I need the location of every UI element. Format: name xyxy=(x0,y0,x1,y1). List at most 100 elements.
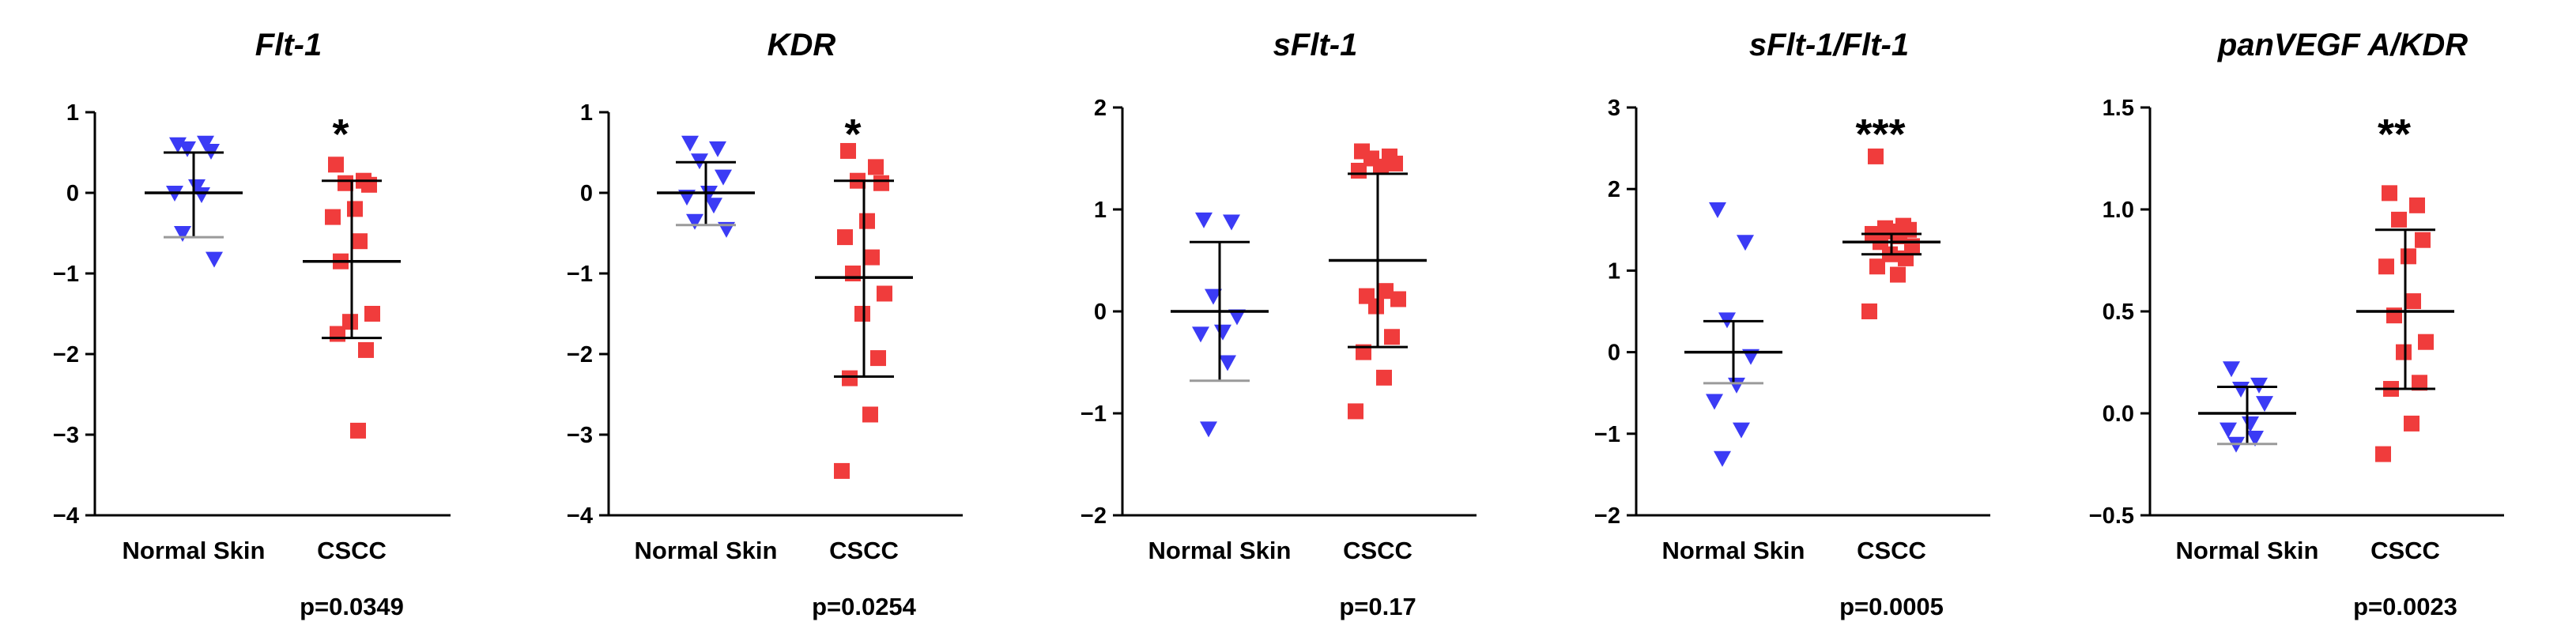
data-point-cscc xyxy=(325,209,341,225)
data-point-cscc xyxy=(2415,232,2431,248)
data-point-cscc xyxy=(1868,148,1884,164)
data-point-cscc xyxy=(361,176,377,193)
p-value-label: p=0.17 xyxy=(1339,593,1416,620)
data-point-normal-skin xyxy=(169,137,187,153)
p-value-label: p=0.0254 xyxy=(812,593,917,620)
y-tick-label: 0 xyxy=(1094,300,1107,325)
y-tick-label: 0.5 xyxy=(2103,300,2134,325)
data-point-normal-skin xyxy=(1192,326,1209,343)
data-point-normal-skin xyxy=(2242,416,2259,432)
data-point-normal-skin xyxy=(1728,377,1745,394)
y-tick-label: −3 xyxy=(53,423,79,448)
chart-panel-4: sFlt-1/Flt-1 3 2 1 0 −1 −2 Normal Skin CSCC p=0.0… xyxy=(1594,28,1990,620)
data-point-cscc xyxy=(1351,162,1367,179)
y-tick-label: −4 xyxy=(53,503,79,529)
data-point-cscc xyxy=(864,249,880,266)
data-point-cscc xyxy=(1373,158,1389,175)
chart-title: KDR xyxy=(768,28,836,62)
y-tick-label: −1 xyxy=(1594,422,1620,447)
y-tick-label: −2 xyxy=(1594,503,1620,529)
data-point-cscc xyxy=(1348,403,1363,420)
y-tick-label: 2 xyxy=(1094,96,1107,121)
data-point-cscc xyxy=(859,213,875,229)
data-point-cscc xyxy=(2412,375,2427,391)
data-point-cscc xyxy=(837,229,853,246)
y-tick-label: −2 xyxy=(53,342,79,368)
data-point-normal-skin xyxy=(1214,324,1231,341)
data-point-cscc xyxy=(868,159,884,175)
data-point-cscc xyxy=(1376,369,1392,386)
chart-panel-3: sFlt-1 2 1 0 −1 −2 Normal Skin CSCC p=0.17 xyxy=(1081,28,1477,620)
data-point-cscc xyxy=(352,233,368,250)
data-point-cscc xyxy=(1891,228,1907,245)
data-point-cscc xyxy=(328,156,344,173)
y-tick-label: 1 xyxy=(66,100,79,126)
p-value-label: p=0.0023 xyxy=(2353,593,2457,620)
data-point-cscc xyxy=(1384,329,1400,345)
data-point-cscc xyxy=(840,142,856,159)
data-point-cscc xyxy=(1368,298,1384,315)
data-point-cscc xyxy=(1898,250,1914,266)
x-category-label: Normal Skin xyxy=(1148,537,1292,564)
y-tick-label: −0.5 xyxy=(2089,503,2134,529)
data-point-normal-skin xyxy=(197,135,214,152)
data-point-cscc xyxy=(2401,248,2416,265)
data-point-cscc xyxy=(2382,185,2397,202)
y-tick-label: 3 xyxy=(1608,96,1620,121)
x-category-label: CSCC xyxy=(1857,537,1926,564)
x-category-label: Normal Skin xyxy=(2176,537,2319,564)
data-point-cscc xyxy=(845,266,861,281)
data-point-normal-skin xyxy=(179,141,196,157)
data-point-normal-skin xyxy=(1205,288,1222,305)
data-point-normal-skin xyxy=(681,135,699,152)
data-point-normal-skin xyxy=(1228,309,1246,326)
data-point-cscc xyxy=(862,406,878,423)
y-tick-label: 0 xyxy=(66,181,79,206)
data-point-cscc xyxy=(1890,266,1906,283)
data-point-cscc xyxy=(330,326,345,342)
data-point-normal-skin xyxy=(193,187,210,204)
data-point-normal-skin xyxy=(1714,450,1731,467)
data-point-normal-skin xyxy=(2246,430,2264,447)
data-point-cscc xyxy=(364,306,380,322)
data-point-cscc xyxy=(358,341,374,358)
data-point-cscc xyxy=(834,462,850,479)
y-tick-label: −3 xyxy=(567,423,593,448)
data-point-cscc xyxy=(1378,283,1394,300)
y-tick-label: 1 xyxy=(1094,198,1107,223)
chart-panel-5: panVEGF A/KDR 1.5 1.0 0.5 0.0 −0.5 Normal Skin… xyxy=(2089,28,2504,620)
data-point-cscc xyxy=(2409,197,2425,213)
p-value-label: p=0.0349 xyxy=(300,593,404,620)
y-tick-label: 0 xyxy=(1608,341,1620,366)
y-tick-label: −4 xyxy=(567,503,593,529)
x-category-label: Normal Skin xyxy=(635,537,778,564)
data-point-cscc xyxy=(350,422,366,439)
data-point-normal-skin xyxy=(2256,396,2273,413)
y-tick-label: 0 xyxy=(580,181,593,206)
x-category-label: Normal Skin xyxy=(1662,537,1805,564)
data-point-cscc xyxy=(347,201,363,217)
significance-stars: ** xyxy=(2378,111,2411,158)
data-point-cscc xyxy=(1861,303,1877,319)
data-point-normal-skin xyxy=(1219,355,1236,371)
data-point-cscc xyxy=(338,175,353,191)
x-category-label: CSCC xyxy=(317,537,387,564)
data-point-normal-skin xyxy=(1706,394,1723,410)
data-point-cscc xyxy=(2386,307,2402,324)
chart-title: sFlt-1 xyxy=(1273,28,1358,62)
data-point-normal-skin xyxy=(2220,422,2237,439)
data-point-normal-skin xyxy=(2250,377,2268,394)
data-point-normal-skin xyxy=(715,169,732,186)
data-point-cscc xyxy=(1869,258,1885,275)
y-tick-label: 2 xyxy=(1608,177,1620,202)
chart-title: Flt-1 xyxy=(255,28,322,62)
data-point-normal-skin xyxy=(1223,214,1240,231)
data-point-cscc xyxy=(2418,334,2434,350)
data-point-cscc xyxy=(2375,446,2391,462)
chart-title: sFlt-1/Flt-1 xyxy=(1749,28,1909,62)
data-point-cscc xyxy=(870,350,886,367)
data-point-cscc xyxy=(2396,344,2412,360)
data-point-normal-skin xyxy=(1733,422,1750,439)
y-tick-label: 1.5 xyxy=(2103,96,2134,121)
